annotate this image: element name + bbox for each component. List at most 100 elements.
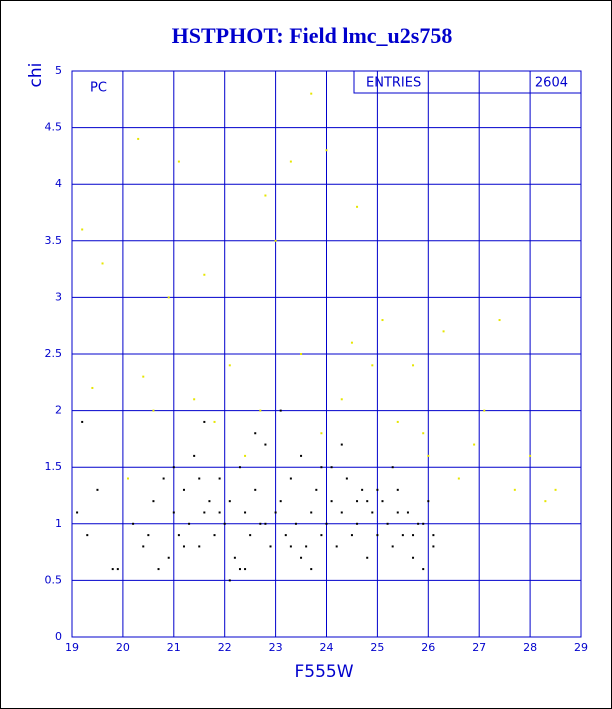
point [188, 522, 191, 525]
point [554, 488, 557, 491]
point [310, 568, 313, 571]
point [300, 556, 303, 559]
point [396, 420, 399, 423]
point [279, 500, 282, 503]
point [167, 296, 170, 299]
point [289, 545, 292, 548]
point [335, 545, 338, 548]
point [228, 500, 231, 503]
y-tick-label: 0 [55, 630, 62, 643]
point [422, 522, 425, 525]
point [274, 511, 277, 514]
y-tick-label: 0.5 [45, 573, 63, 586]
point [432, 545, 435, 548]
point [325, 149, 328, 152]
y-tick-label: 1.5 [45, 460, 63, 473]
point [406, 511, 409, 514]
point [228, 579, 231, 582]
point [417, 522, 420, 525]
point [350, 341, 353, 344]
point [498, 319, 501, 322]
point [177, 160, 180, 163]
y-tick-label: 2.5 [45, 347, 63, 360]
point [213, 420, 216, 423]
point [356, 522, 359, 525]
point [340, 511, 343, 514]
point [473, 443, 476, 446]
point [167, 556, 170, 559]
x-tick-label: 26 [421, 641, 435, 654]
point [96, 488, 99, 491]
point [310, 511, 313, 514]
x-axis-label: F555W [294, 662, 353, 682]
point [422, 568, 425, 571]
point [376, 534, 379, 537]
point [315, 488, 318, 491]
point [193, 398, 196, 401]
point [162, 477, 165, 480]
point [81, 228, 84, 231]
point [544, 500, 547, 503]
point [198, 477, 201, 480]
point [529, 454, 532, 457]
point [294, 522, 297, 525]
point [483, 409, 486, 412]
point [213, 534, 216, 537]
point [238, 466, 241, 469]
point [264, 194, 267, 197]
point [91, 386, 94, 389]
point [208, 500, 211, 503]
point [320, 432, 323, 435]
point [412, 556, 415, 559]
point [412, 364, 415, 367]
point [101, 262, 104, 265]
point [289, 160, 292, 163]
point [300, 454, 303, 457]
point [193, 454, 196, 457]
y-tick-label: 3.5 [45, 234, 63, 247]
point [340, 443, 343, 446]
point [371, 364, 374, 367]
panel-label: PC [90, 81, 107, 96]
x-tick-label: 23 [269, 641, 283, 654]
point [233, 556, 236, 559]
point [310, 92, 313, 95]
point [366, 556, 369, 559]
point [320, 534, 323, 537]
point [427, 454, 430, 457]
y-tick-label: 3 [55, 290, 62, 303]
point [142, 375, 145, 378]
point [300, 353, 303, 355]
y-tick-label: 5 [55, 64, 62, 77]
point [126, 477, 129, 480]
point [116, 568, 119, 571]
point [381, 319, 384, 322]
point [305, 545, 308, 548]
x-tick-label: 29 [574, 641, 588, 654]
point [259, 409, 262, 412]
point [76, 511, 79, 514]
point [218, 511, 221, 514]
x-tick-label: 19 [65, 641, 79, 654]
y-tick-label: 4.5 [45, 121, 63, 134]
point [396, 488, 399, 491]
point [412, 534, 415, 537]
y-tick-label: 2 [55, 404, 62, 417]
point [366, 500, 369, 503]
point [259, 522, 262, 525]
point [132, 522, 135, 525]
point [432, 534, 435, 537]
point [284, 534, 287, 537]
point [279, 409, 282, 412]
point [249, 534, 252, 537]
point [381, 500, 384, 503]
stats-label: ENTRIES [366, 76, 421, 91]
point [330, 466, 333, 469]
point [513, 488, 516, 491]
point [442, 330, 445, 333]
point [111, 568, 114, 571]
point [386, 522, 389, 525]
point [356, 205, 359, 208]
